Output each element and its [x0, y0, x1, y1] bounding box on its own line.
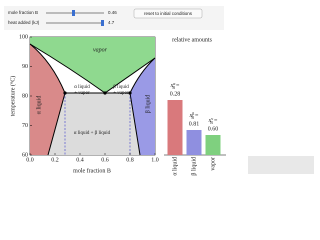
composition-superscript: β — [192, 111, 194, 116]
region-label: β liquid — [113, 85, 129, 90]
slider-thumb[interactable] — [72, 10, 75, 16]
x-tick-label: 1.0 — [151, 157, 159, 163]
composition-symbol: x — [189, 113, 193, 119]
reset-button[interactable] — [133, 8, 203, 19]
slider-value: 4.7 — [108, 20, 115, 25]
region-label: α liquid — [36, 96, 42, 115]
bar-label: α liquid — [172, 157, 178, 176]
region-label: α liquid — [74, 85, 90, 90]
slider-value: 0.46 — [108, 10, 117, 15]
composition-symbol: x — [170, 83, 174, 89]
reset-button-label: reset to initial conditions — [144, 11, 193, 16]
point — [103, 91, 107, 95]
composition-value: 0.28 — [170, 91, 181, 97]
composition-label: xα B= — [170, 81, 180, 90]
x-axis-label: mole fraction B — [73, 167, 111, 174]
y-tick-label: 80 — [22, 93, 28, 99]
composition-equals: = — [195, 113, 199, 119]
logo — [248, 156, 314, 174]
slider-label: heat added (kJ) — [8, 20, 40, 25]
composition-subscript: B — [172, 85, 175, 90]
x-tick-label: 0.8 — [126, 157, 134, 163]
composition-equals: = — [176, 83, 180, 89]
region-label: vapor — [93, 47, 108, 53]
bar-label: vapor — [210, 157, 216, 171]
bar — [167, 100, 183, 155]
composition-symbol: x — [208, 118, 212, 124]
composition-label: xv B= — [208, 116, 218, 125]
vapor-region — [30, 37, 155, 93]
point — [128, 91, 132, 95]
composition-equals: = — [214, 118, 218, 124]
composition-value: 0.81 — [189, 121, 200, 127]
bar-chart-title: relative amounts — [172, 37, 212, 43]
composition-value: 0.60 — [208, 126, 219, 132]
bar-label: β liquid — [191, 157, 197, 176]
x-tick-label: 0.6 — [101, 157, 109, 163]
composition-subscript: B — [191, 115, 194, 120]
bar — [205, 135, 221, 155]
region-label: α liquid + β liquid — [74, 131, 111, 136]
screen: mole fraction B 0.46 heat added (kJ) 4.7… — [4, 6, 314, 176]
alpha-region — [30, 44, 65, 155]
y-tick-label: 100 — [19, 34, 28, 40]
alpha-beta-region — [48, 93, 140, 155]
composition-label: xβ B= — [189, 111, 199, 120]
slider-label: mole fraction B — [8, 10, 38, 15]
slider-thumb[interactable] — [101, 20, 104, 26]
y-tick-label: 60 — [22, 152, 28, 158]
x-tick-label: 0.4 — [76, 157, 84, 163]
region-label: β liquid — [145, 95, 151, 114]
region-label: + vapor — [113, 91, 129, 96]
bar — [186, 130, 202, 155]
composition-superscript: α — [173, 81, 175, 86]
composition-subscript: B — [210, 120, 213, 125]
y-tick-label: 70 — [22, 123, 28, 129]
region-label: + vapor — [74, 91, 90, 96]
y-axis-label: temperature (°C) — [9, 76, 16, 117]
point — [63, 91, 67, 95]
x-tick-label: 0.0 — [26, 157, 34, 163]
composition-superscript: v — [211, 116, 213, 121]
x-tick-label: 0.2 — [51, 157, 59, 163]
y-tick-label: 90 — [22, 64, 28, 70]
